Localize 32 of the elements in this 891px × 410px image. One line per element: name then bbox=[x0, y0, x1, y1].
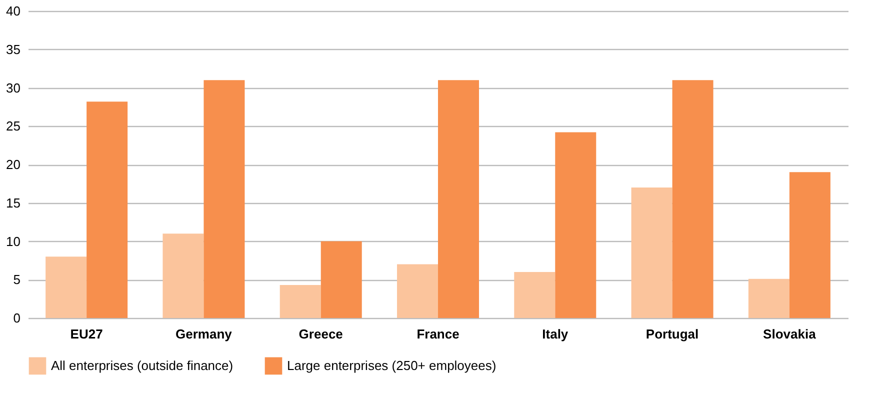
bar bbox=[748, 278, 790, 318]
bar bbox=[280, 285, 321, 318]
y-tick-label: 25 bbox=[6, 118, 20, 134]
bar bbox=[397, 264, 438, 318]
y-tick-label: 30 bbox=[6, 80, 20, 96]
x-tick-label: Portugal bbox=[646, 326, 699, 342]
bar bbox=[162, 234, 204, 318]
x-tick-label: France bbox=[416, 326, 460, 342]
legend-label: Large enterprises (250+ employees) bbox=[287, 358, 496, 373]
x-tick-label: Slovakia bbox=[763, 326, 817, 342]
legend-label: All enterprises (outside finance) bbox=[51, 358, 234, 373]
x-tick-label: Italy bbox=[542, 326, 569, 342]
y-tick-label: 20 bbox=[6, 157, 20, 172]
bar bbox=[86, 102, 128, 318]
y-tick-label: 0 bbox=[13, 310, 20, 326]
bar bbox=[46, 256, 87, 318]
bar bbox=[555, 132, 596, 318]
x-tick-label: Germany bbox=[176, 326, 233, 342]
bar bbox=[438, 80, 479, 318]
bar bbox=[631, 188, 672, 318]
bar bbox=[789, 172, 830, 318]
y-tick-label: 5 bbox=[13, 272, 20, 288]
x-tick-label: EU27 bbox=[70, 326, 103, 342]
bar bbox=[320, 241, 362, 318]
y-tick-label: 40 bbox=[6, 4, 20, 18]
y-tick-label: 35 bbox=[6, 42, 20, 57]
y-tick-label: 10 bbox=[6, 234, 20, 249]
x-tick-label: Greece bbox=[298, 326, 343, 342]
y-tick-label: 15 bbox=[6, 195, 20, 210]
bar bbox=[514, 272, 556, 318]
bar bbox=[204, 80, 245, 318]
bar bbox=[672, 80, 714, 318]
